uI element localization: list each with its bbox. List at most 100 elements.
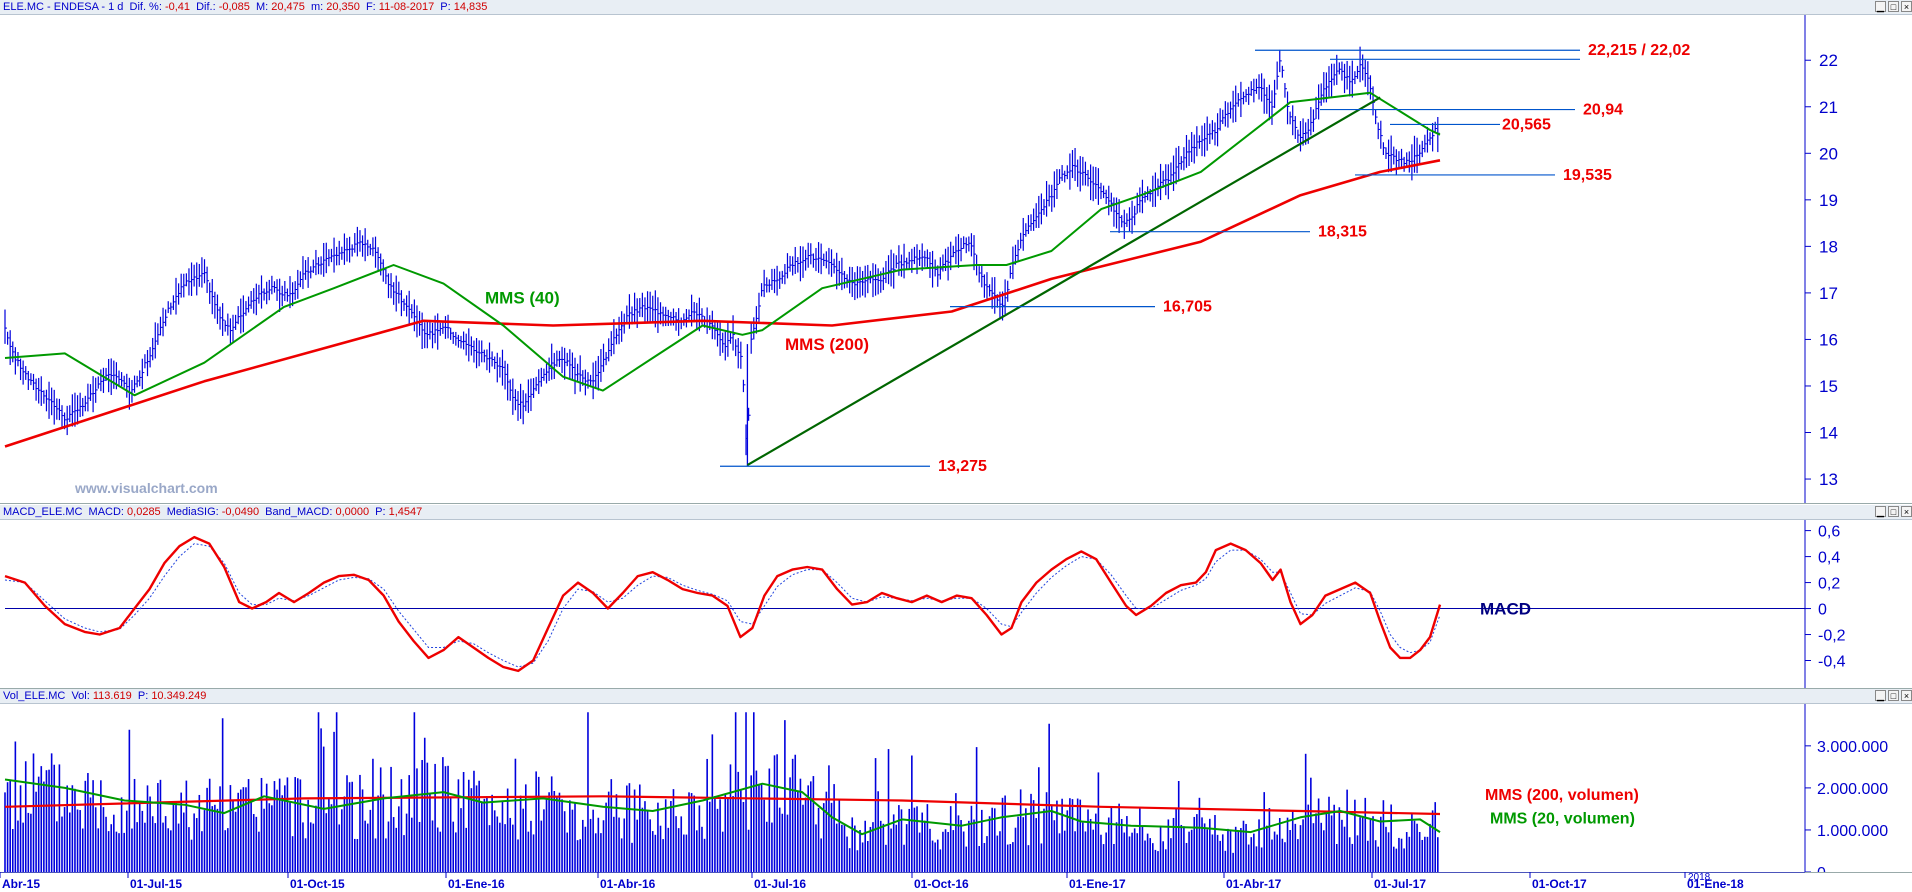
time-tick-label: 01-Abr-16 [600, 877, 656, 891]
time-year-label: 2018 [1688, 872, 1711, 883]
header-field-label: M: [252, 1, 272, 13]
price-y-tick-label: 17 [1819, 284, 1838, 303]
level-label: 13,275 [938, 458, 987, 475]
price-y-tick-label: 13 [1819, 470, 1838, 489]
header-field-value: 20,475 [271, 1, 305, 13]
minimize-button[interactable]: ▁ [1875, 1, 1886, 12]
macd-line [4, 535, 1442, 673]
time-tick-label: 01-Abr-17 [1226, 877, 1282, 891]
volume-close-button[interactable]: × [1901, 690, 1912, 701]
header-field-label: F: [362, 1, 379, 13]
header-field-value: -0,41 [164, 1, 191, 13]
price-chart[interactable]: 13 14 15 16 17 18 19 20 21 22 www.visualchart.com 2… [0, 15, 1912, 503]
mms200-line [4, 159, 1441, 448]
header-field-value: 113.619 [92, 690, 132, 702]
header-field-value: 20,350 [326, 1, 360, 13]
macd-header-fields: MACD: 0,0285 MediaSIG: -0,0490 Band_MACD… [86, 506, 423, 518]
header-field-value: 0,0000 [335, 506, 370, 518]
volume-mms20-line [4, 778, 1441, 836]
price-y-tick-label: 20 [1819, 144, 1838, 163]
time-tick-label: 01-Ene-17 [1069, 877, 1126, 891]
time-tick-label: 01-Jul-17 [1374, 877, 1426, 891]
price-header-fields: Dif. %: -0,41 Dif.: -0,085 M: 20,475 m: … [127, 1, 488, 13]
ma-annotation: MMS (200) [785, 335, 869, 354]
volume-bars [4, 712, 1439, 872]
price-y-tick-label: 21 [1819, 98, 1838, 117]
macd-minimize-button[interactable]: ▁ [1875, 506, 1886, 517]
price-bars [4, 46, 1440, 456]
header-field-value: -0,0490 [221, 506, 260, 518]
macd-y-tick-label: 0 [1818, 602, 1827, 619]
level-label: 20,565 [1502, 116, 1551, 133]
price-y-tick-label: 14 [1819, 424, 1838, 443]
price-panel-header: ELE.MC - ENDESA - 1 d Dif. %: -0,41 Dif.… [0, 0, 1912, 15]
time-tick-label: 01-Oct-15 [290, 877, 345, 891]
time-tick-label: 01-Jul-15 [130, 877, 182, 891]
volume-y-tick-label: 1.000.000 [1817, 823, 1888, 840]
level-label: 16,705 [1163, 299, 1212, 316]
level-label: 20,94 [1583, 102, 1623, 119]
volume-restore-button[interactable]: □ [1888, 690, 1899, 701]
macd-panel-header: MACD_ELE.MC MACD: 0,0285 MediaSIG: -0,04… [0, 505, 1912, 520]
header-field-label: Dif.: [193, 1, 219, 13]
macd-panel: MACD_ELE.MC MACD: 0,0285 MediaSIG: -0,04… [0, 505, 1912, 689]
volume-header-name: Vol_ELE.MC [3, 690, 66, 702]
price-y-tick-label: 22 [1819, 51, 1838, 70]
header-field-label: MACD: [88, 506, 128, 518]
macd-label: MACD [1480, 600, 1531, 619]
volume-mms20-label: MMS (20, volumen) [1490, 810, 1635, 827]
price-y-tick-label: 18 [1819, 237, 1838, 256]
price-y-tick-label: 15 [1819, 377, 1838, 396]
volume-mms200-label: MMS (200, volumen) [1485, 787, 1639, 804]
level-label: 19,535 [1563, 167, 1612, 184]
header-field-value: 1,4547 [388, 506, 423, 518]
macd-y-tick-label: 0,6 [1818, 524, 1840, 541]
macd-y-tick-label: -0,2 [1818, 628, 1846, 645]
macd-y-tick-label: -0,4 [1818, 654, 1846, 671]
header-field-label: Band_MACD: [262, 506, 336, 518]
volume-minimize-button[interactable]: ▁ [1875, 690, 1886, 701]
price-header-name: ELE.MC - ENDESA - 1 d [3, 1, 124, 13]
volume-panel: Vol_ELE.MC Vol: 113.619 P: 10.349.249 ▁ … [0, 689, 1912, 873]
level-label: 22,215 / 22,02 [1588, 42, 1690, 59]
level-label: 18,315 [1318, 224, 1367, 241]
header-field-label: m: [307, 1, 327, 13]
time-tick-label: Abr-15 [2, 877, 40, 891]
volume-mms200-line [4, 795, 1441, 816]
volume-y-tick-label: 0 [1817, 865, 1826, 872]
volume-y-tick-label: 3.000.000 [1817, 739, 1888, 756]
trendline [746, 96, 1381, 467]
close-button[interactable]: × [1901, 1, 1912, 12]
time-axis: Abr-15 01-Jul-15 01-Oct-15 01-Ene-16 01-Abr-… [0, 872, 1805, 891]
time-tick-label: 01-Oct-16 [914, 877, 969, 891]
volume-header-fields: Vol: 113.619 P: 10.349.249 [68, 690, 206, 702]
volume-y-tick-label: 2.000.000 [1817, 781, 1888, 798]
header-field-label: Dif. %: [129, 1, 165, 13]
volume-panel-header: Vol_ELE.MC Vol: 113.619 P: 10.349.249 [0, 689, 1912, 704]
macd-close-button[interactable]: × [1901, 506, 1912, 517]
time-tick-label: 01-Ene-18 [1687, 877, 1744, 891]
header-field-value: 10.349.249 [151, 690, 207, 702]
ma-annotation: MMS (40) [485, 289, 560, 308]
price-y-tick-label: 19 [1819, 191, 1838, 210]
macd-chart[interactable]: 0,6 0,4 0,2 0 -0,2 -0,4 MACD [0, 520, 1912, 688]
header-field-label: MediaSIG: [163, 506, 222, 518]
header-field-label: Vol: [71, 690, 93, 702]
volume-chart[interactable]: 3.000.000 2.000.000 1.000.000 0 MMS (200, vo… [0, 704, 1912, 872]
header-field-value: 0,0285 [127, 506, 161, 518]
header-field-value: 11-08-2017 [378, 1, 435, 13]
time-tick-label: 01-Jul-16 [754, 877, 806, 891]
macd-y-tick-label: 0,4 [1818, 550, 1840, 567]
mms40-line [4, 91, 1441, 397]
header-field-value: 14,835 [453, 1, 488, 13]
macd-restore-button[interactable]: □ [1888, 506, 1899, 517]
watermark: www.visualchart.com [74, 480, 218, 496]
time-tick-label: 01-Ene-16 [448, 877, 505, 891]
macd-header-name: MACD_ELE.MC [3, 506, 83, 518]
macd-y-tick-label: 0,2 [1818, 576, 1840, 593]
time-tick-label: 01-Oct-17 [1532, 877, 1587, 891]
restore-button[interactable]: □ [1888, 1, 1899, 12]
header-field-label: P: [437, 1, 454, 13]
header-field-label: P: [372, 506, 389, 518]
header-field-value: -0,085 [218, 1, 250, 13]
